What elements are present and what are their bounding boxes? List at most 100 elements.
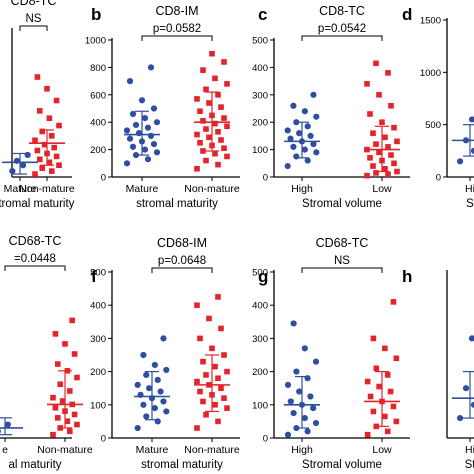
panel-e-data-point [67, 388, 73, 394]
panel-b-data-point [153, 119, 161, 126]
panel-f-data-point [194, 425, 200, 431]
panel-g-x-axis-title: Stromal volume [302, 459, 382, 471]
panel-f-category-label: Mature [136, 444, 169, 456]
panel-b-data-point [126, 135, 134, 142]
panel-b-data-point [221, 115, 227, 121]
panel-c-data-point [388, 152, 394, 158]
panel-e-data-point [50, 394, 56, 401]
panel-c-y-tick-label: 400 [252, 63, 268, 74]
panel-b-data-point [203, 157, 209, 164]
panel-b-data-point [215, 92, 221, 98]
panel-f-data-point [160, 335, 167, 342]
panel-b-x-axis-title: stromal maturity [136, 198, 218, 210]
panel-c-data-point [293, 153, 300, 160]
panel-a-data-point [37, 108, 43, 114]
panel-d-y-tick-label: 1500 [420, 16, 441, 27]
panel-b-data-point [206, 134, 212, 141]
panel-c-y-tick-label: 500 [252, 36, 268, 47]
panel-f-data-point [218, 385, 224, 391]
panel-e-category-label: Non-mature [37, 444, 93, 456]
panel-g-y-tick-label: 500 [252, 268, 268, 279]
panel-a-x-axis-title: stromal maturity [0, 198, 75, 210]
panel-c-data-point [373, 60, 379, 67]
panel-b-data-point [129, 110, 137, 118]
panel-g-y-tick-label: 100 [252, 400, 268, 411]
panel-c-data-point [382, 165, 388, 172]
panel-b-data-point [200, 67, 206, 73]
panel-c-data-point [394, 168, 400, 175]
panel-a-data-point [49, 133, 55, 139]
panel-b-category-label: Mature [126, 183, 159, 195]
panel-a-data-point [51, 144, 57, 151]
panel-c-data-point [382, 134, 388, 141]
panel-c-data-point [290, 102, 297, 109]
panel-e-significance-bracket [4, 265, 66, 271]
panel-f-data-point [224, 405, 230, 411]
panel-c-data-point [301, 146, 308, 153]
panel-b-data-point [144, 156, 152, 163]
panel-b-data-point [212, 150, 218, 157]
panel-a-category-label: Mature [4, 183, 37, 195]
panel-g-data-point [307, 393, 314, 400]
panel-g-data-point [290, 320, 297, 327]
panel-c-data-point [287, 135, 294, 142]
panel-g-data-point [284, 431, 292, 438]
panel-f-data-point [194, 302, 200, 308]
panel-a-data-point [39, 128, 45, 135]
panel-f-data-point [218, 325, 224, 332]
panel-b-y-tick-label: 400 [90, 118, 106, 129]
panel-f-data-point [151, 361, 158, 369]
panel-e-data-point [55, 415, 61, 421]
panel-b-data-point [150, 105, 158, 112]
panel-b-y-tick-label: 200 [90, 145, 106, 156]
panel-a-data-point [41, 141, 48, 148]
panel-c-data-point [373, 170, 379, 176]
panel-f-data-point [140, 351, 147, 359]
panel-b-data-point [194, 131, 200, 138]
panel-a-category-label: Non-mature [19, 183, 75, 195]
panel-b-data-point [141, 146, 149, 153]
panel-b-data-point [212, 120, 218, 127]
panel-b-letter: b [91, 5, 101, 24]
panel-f-data-point [140, 401, 147, 408]
panel-a-data-point [24, 151, 31, 159]
panel-d-y-tick-label: 1000 [420, 68, 441, 79]
panel-f-data-point [160, 398, 167, 405]
panel-e-data-point [57, 381, 63, 388]
panel-f-data-point [134, 424, 141, 432]
panel-c-data-point [313, 149, 320, 156]
panel-g-data-point [287, 398, 294, 405]
panel-c-data-point [394, 138, 400, 145]
panel-f-data-point [206, 315, 212, 322]
panel-b-data-point [224, 81, 230, 87]
panel-f-data-point [157, 388, 164, 395]
panel-g-data-point [293, 368, 300, 375]
panel-e-data-point [67, 428, 73, 435]
panel-a-data-point [46, 159, 53, 166]
panel-c-data-point [301, 108, 308, 115]
panel-d-x-axis-title: S [466, 198, 474, 210]
panel-b-data-point [200, 148, 206, 154]
panel-g-significance-bracket [301, 267, 383, 273]
panel-b-data-point [218, 104, 224, 110]
panel-b-title: CD8-IM [155, 4, 198, 18]
panel-h-data-point [470, 401, 474, 408]
panel-f-data-point [203, 411, 209, 418]
panel-e-data-point [4, 421, 11, 428]
panel-e-data-point [52, 404, 59, 411]
panel-f-data-point [197, 388, 203, 395]
panel-c-data-point [310, 91, 317, 98]
panel-f-data-point [146, 385, 153, 392]
panel-c-p-value: p=0.0542 [318, 23, 366, 35]
panel-f-title: CD68-IM [157, 236, 207, 250]
panel-g-data-point [384, 428, 391, 435]
panel-c-y-tick-label: 100 [252, 145, 268, 156]
panel-b-data-point [206, 100, 212, 106]
panel-b-data-point [203, 86, 209, 93]
panel-c-data-point [364, 172, 370, 179]
panel-c-x-axis-title: Stromal volume [302, 198, 382, 210]
panel-a-significance-bracket [19, 25, 48, 31]
panel-e-data-point [0, 429, 1, 434]
panel-b-data-point [218, 137, 224, 143]
panel-c-data-point [304, 157, 311, 164]
